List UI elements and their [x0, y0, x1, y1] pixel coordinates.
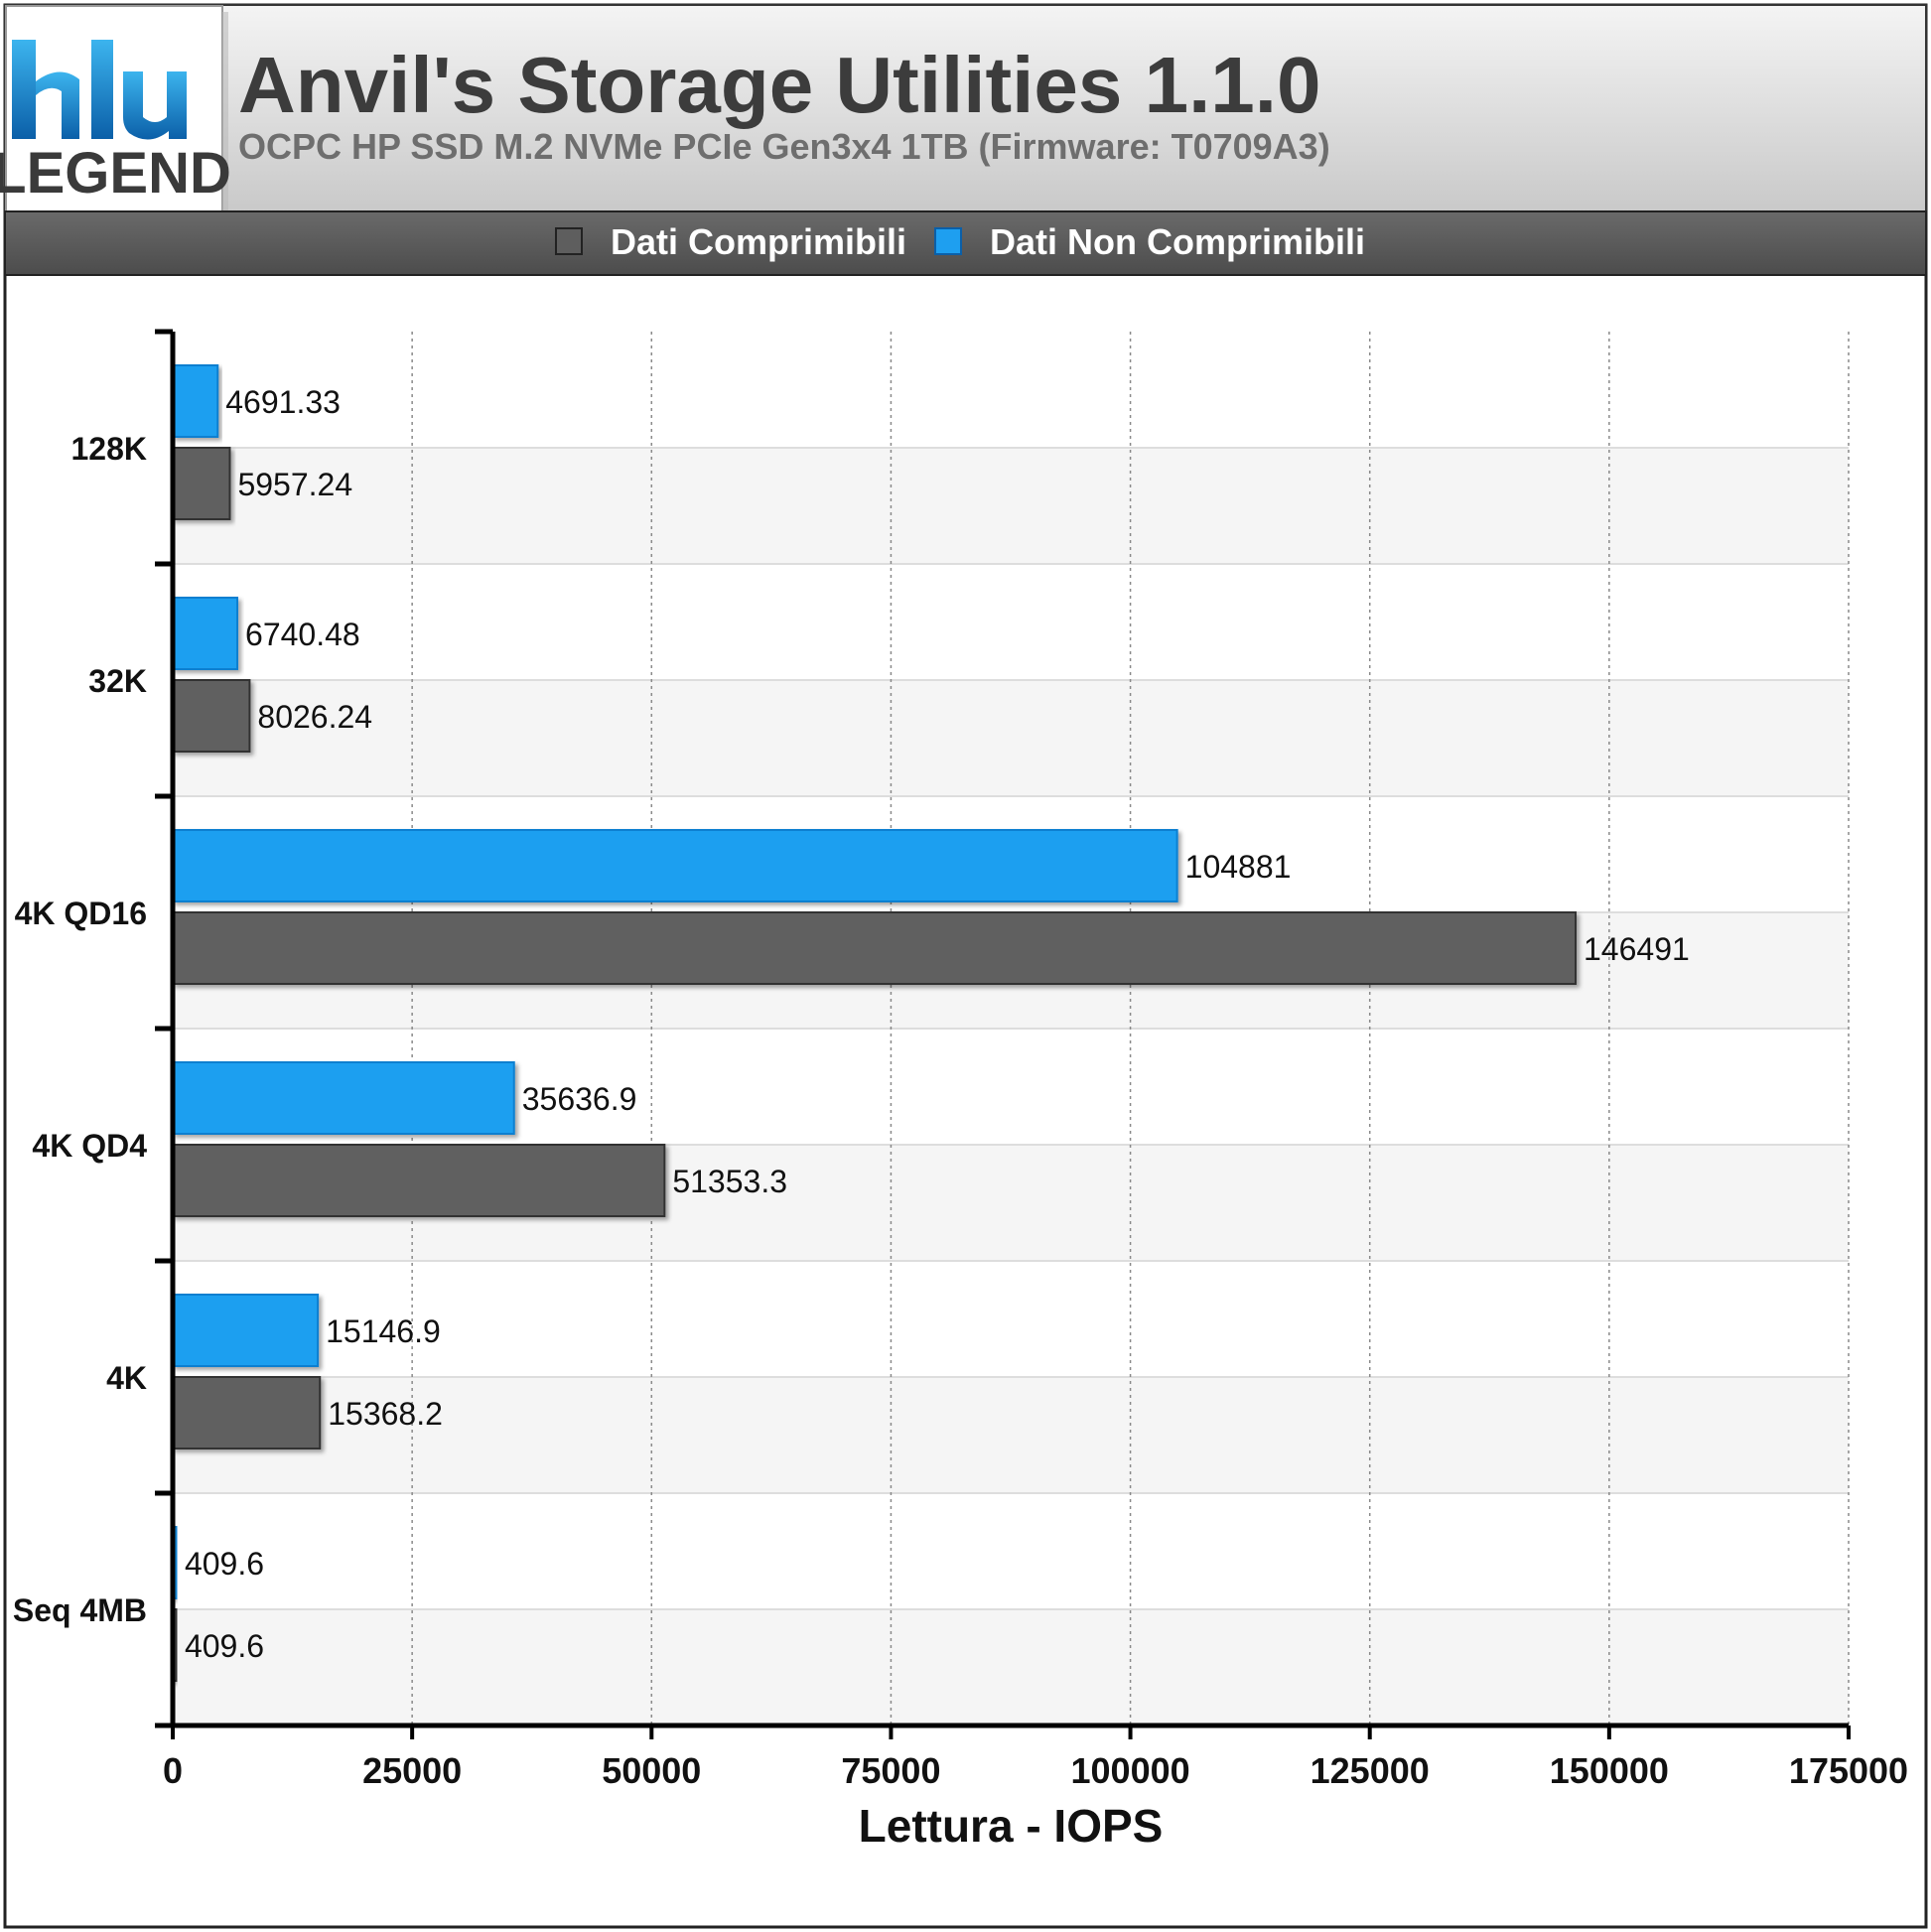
- category-label-5: Seq 4MB: [13, 1592, 147, 1628]
- chart-title: Anvil's Storage Utilities 1.1.0: [238, 41, 1321, 129]
- data-label-incompressible-3: 35636.9: [522, 1081, 637, 1117]
- bar-incompressible-0: [172, 364, 219, 438]
- header-background: [4, 4, 1927, 212]
- x-tick-label-7: 175000: [1789, 1750, 1908, 1791]
- x-tick-label-0: 0: [163, 1750, 183, 1791]
- bar-incompressible-2: [172, 829, 1178, 902]
- axes: [155, 329, 1851, 1739]
- plot-bands: [173, 332, 1849, 1725]
- data-label-compressible-4: 15368.2: [328, 1396, 443, 1432]
- data-label-compressible-5: 409.6: [185, 1628, 264, 1664]
- data-label-compressible-3: 51353.3: [672, 1164, 787, 1199]
- data-label-incompressible-5: 409.6: [185, 1546, 264, 1582]
- bar-compressible-3: [172, 1144, 666, 1217]
- logo-mark-icon: [12, 40, 187, 140]
- x-tick-label-1: 25000: [362, 1750, 462, 1791]
- band-lower-0: [173, 448, 1849, 564]
- category-label-0: 128K: [71, 431, 148, 467]
- legend-swatch-compressible: [555, 227, 583, 255]
- bar-compressible-0: [172, 447, 231, 520]
- category-label-2: 4K QD16: [15, 896, 147, 931]
- legend-swatch-incompressible: [934, 227, 962, 255]
- bar-incompressible-1: [172, 597, 239, 670]
- bar-incompressible-4: [172, 1294, 320, 1367]
- band-lower-1: [173, 680, 1849, 796]
- data-label-compressible-2: 146491: [1584, 931, 1690, 967]
- bar-incompressible-3: [172, 1061, 515, 1135]
- bar-compressible-1: [172, 679, 251, 753]
- category-label-1: 32K: [88, 663, 147, 699]
- band-lower-5: [173, 1609, 1849, 1725]
- logo-text: LEGEND: [0, 141, 231, 206]
- bars: [172, 364, 1578, 1682]
- data-label-incompressible-4: 15146.9: [326, 1313, 441, 1349]
- band-lower-4: [173, 1377, 1849, 1493]
- chart-subtitle: OCPC HP SSD M.2 NVMe PCIe Gen3x4 1TB (Fi…: [238, 126, 1330, 167]
- category-label-3: 4K QD4: [32, 1128, 147, 1164]
- band-upper-4: [173, 1261, 1849, 1377]
- data-label-incompressible-2: 104881: [1185, 849, 1292, 885]
- band-upper-0: [173, 332, 1849, 448]
- band-upper-1: [173, 564, 1849, 680]
- x-tick-label-5: 125000: [1310, 1750, 1430, 1791]
- grid-lines: [411, 332, 1850, 1725]
- legend: Dati Comprimibili Dati Non Comprimibili: [555, 221, 1365, 262]
- site-logo: LEGEND: [0, 5, 231, 226]
- legend-label-incompressible: Dati Non Comprimibili: [990, 221, 1365, 262]
- band-upper-5: [173, 1493, 1849, 1609]
- data-labels: 4691.33 5957.24 128K 6740.48 8026.24 32K 10488…: [13, 384, 1908, 1791]
- x-tick-label-2: 50000: [602, 1750, 701, 1791]
- data-label-incompressible-0: 4691.33: [225, 384, 341, 420]
- legend-bar: [4, 210, 1927, 276]
- bar-compressible-4: [172, 1376, 322, 1449]
- x-axis-title: Lettura - IOPS: [859, 1800, 1164, 1852]
- data-label-incompressible-1: 6740.48: [245, 617, 360, 652]
- bar-compressible-2: [172, 911, 1578, 985]
- x-tick-label-6: 150000: [1550, 1750, 1669, 1791]
- category-label-4: 4K: [106, 1360, 147, 1396]
- legend-label-compressible: Dati Comprimibili: [611, 221, 906, 262]
- x-tick-label-4: 100000: [1071, 1750, 1190, 1791]
- data-label-compressible-0: 5957.24: [237, 467, 352, 502]
- data-label-compressible-1: 8026.24: [257, 699, 372, 735]
- x-tick-label-3: 75000: [841, 1750, 940, 1791]
